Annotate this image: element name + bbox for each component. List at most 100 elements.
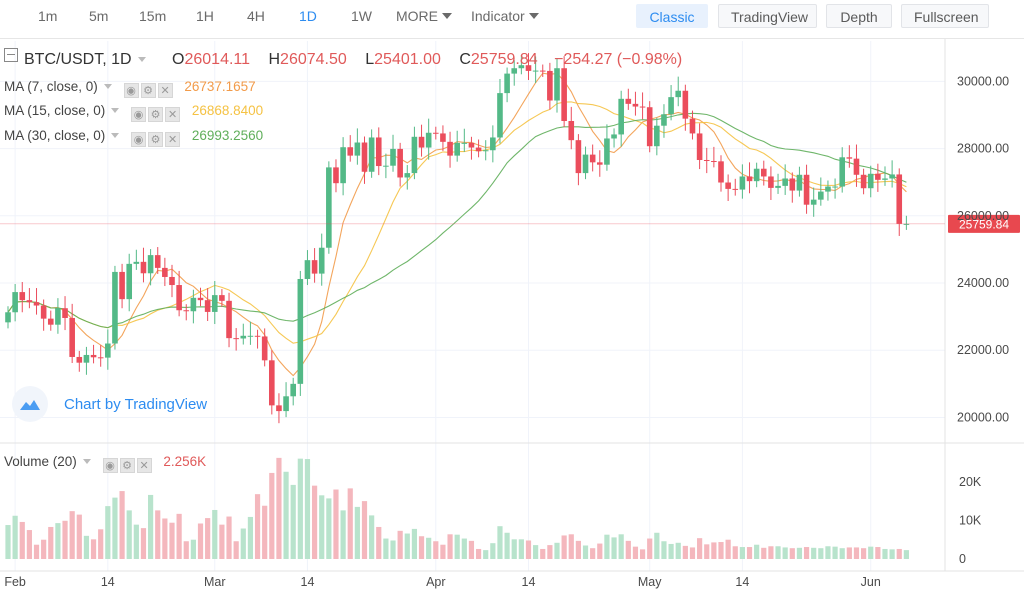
interval-1d[interactable]: 1D [299, 8, 317, 24]
volume-bar [832, 546, 838, 559]
volume-tick-label: 20K [959, 475, 982, 489]
volume-bar [454, 534, 460, 559]
candle-body [383, 165, 389, 167]
view-depth-button[interactable]: Depth [826, 4, 892, 28]
candle-body [240, 335, 247, 339]
candle-body [860, 174, 867, 189]
eye-icon[interactable]: ◉ [102, 458, 118, 473]
candle-body [183, 310, 190, 312]
volume-bar [105, 506, 111, 559]
volume-bar [896, 548, 902, 559]
candle-body [76, 356, 83, 363]
candle-body [789, 178, 796, 191]
interval-4h[interactable]: 4H [247, 8, 265, 24]
volume-bar [418, 536, 425, 559]
tradingview-watermark[interactable]: Chart by TradingView [12, 386, 207, 422]
volume-bar [504, 532, 510, 559]
volume-bar [654, 532, 660, 559]
view-tradingview-button[interactable]: TradingView [718, 4, 817, 28]
close-icon[interactable]: ✕ [165, 132, 181, 147]
more-dropdown[interactable]: MORE [396, 8, 452, 24]
candle-body [625, 98, 632, 104]
candle-body [604, 138, 610, 165]
candle-body [204, 300, 211, 312]
close-icon[interactable]: ✕ [157, 83, 173, 98]
candle-body [126, 263, 133, 300]
volume-bar [682, 545, 688, 559]
volume-label[interactable]: Volume (20) [4, 454, 77, 469]
close-icon[interactable]: ✕ [136, 458, 152, 473]
fullscreen-button[interactable]: Fullscreen [901, 4, 989, 28]
volume-bar [333, 489, 339, 559]
price-chart[interactable]: 25759.84 20000.00 22000.00 24000.00 26000.00… [0, 39, 1024, 596]
chevron-down-icon [111, 108, 120, 113]
candle-body [746, 176, 753, 182]
interval-15m[interactable]: 15m [139, 8, 167, 24]
candle-body [119, 271, 125, 300]
time-tick-label: 14 [101, 575, 115, 589]
candle-body [846, 157, 853, 159]
close-icon[interactable]: ✕ [165, 107, 181, 122]
collapse-icon[interactable] [4, 48, 18, 62]
candle-body [290, 383, 296, 397]
candle-body [404, 173, 411, 178]
volume-bar [262, 505, 268, 559]
candle-body [596, 162, 603, 165]
symbol-label[interactable]: BTC/USDT, 1D [24, 51, 132, 68]
candle-body [547, 70, 553, 101]
volume-bar [190, 539, 196, 559]
interval-1h[interactable]: 1H [196, 8, 214, 24]
volume-bar [575, 540, 581, 559]
gear-icon[interactable]: ⚙ [140, 83, 156, 98]
candle-body [176, 285, 182, 311]
low-label: L [365, 51, 375, 68]
chevron-down-icon [528, 13, 539, 19]
chart-area[interactable]: 25759.84 20000.00 22000.00 24000.00 26000.00… [0, 38, 1024, 596]
eye-icon[interactable]: ◉ [131, 132, 147, 147]
last-price-tag [948, 214, 1020, 233]
volume-tick-label: 10K [959, 513, 982, 527]
interval-5m[interactable]: 5m [89, 8, 109, 24]
interval-1m[interactable]: 1m [38, 8, 58, 24]
candle-body [55, 308, 61, 325]
candle-body [853, 158, 860, 175]
volume-bar [383, 538, 389, 559]
volume-bar [48, 526, 54, 559]
volume-bar [205, 518, 211, 559]
ma30-label[interactable]: MA (30, close, 0) [4, 128, 106, 143]
volume-bar [846, 547, 852, 559]
candle-body [511, 68, 518, 74]
price-tick-label: 24000.00 [957, 276, 1009, 290]
indicator-dropdown[interactable]: Indicator [471, 8, 539, 24]
eye-icon[interactable]: ◉ [131, 107, 147, 122]
time-tick-label: Apr [426, 575, 445, 589]
candle-body [333, 167, 339, 184]
volume-bar [440, 544, 446, 559]
gear-icon[interactable]: ⚙ [148, 107, 164, 122]
eye-icon[interactable]: ◉ [123, 83, 139, 98]
volume-bar [83, 535, 90, 559]
volume-bar [625, 540, 631, 559]
interval-1w[interactable]: 1W [351, 8, 372, 24]
change-value: −254.27 (−0.98%) [554, 51, 683, 68]
candle-body [654, 125, 660, 147]
gear-icon[interactable]: ⚙ [148, 132, 164, 147]
volume-bar [468, 540, 475, 559]
ma15-label[interactable]: MA (15, close, 0) [4, 103, 106, 118]
volume-bar [811, 547, 817, 559]
volume-bar [140, 528, 147, 559]
gear-icon[interactable]: ⚙ [119, 458, 135, 473]
volume-bar [561, 535, 567, 559]
candle-body [169, 276, 175, 286]
time-tick-label: Feb [4, 575, 26, 589]
volume-bar [647, 538, 653, 559]
volume-bar [639, 549, 646, 559]
volume-value: 2.256K [163, 454, 207, 469]
candle-body [375, 137, 382, 167]
open-value: 26014.11 [184, 51, 251, 68]
view-classic-button[interactable]: Classic [636, 4, 708, 28]
volume-bar [853, 547, 860, 559]
volume-bar [668, 543, 674, 559]
ma7-label[interactable]: MA (7, close, 0) [4, 79, 98, 94]
volume-bar [133, 524, 139, 559]
